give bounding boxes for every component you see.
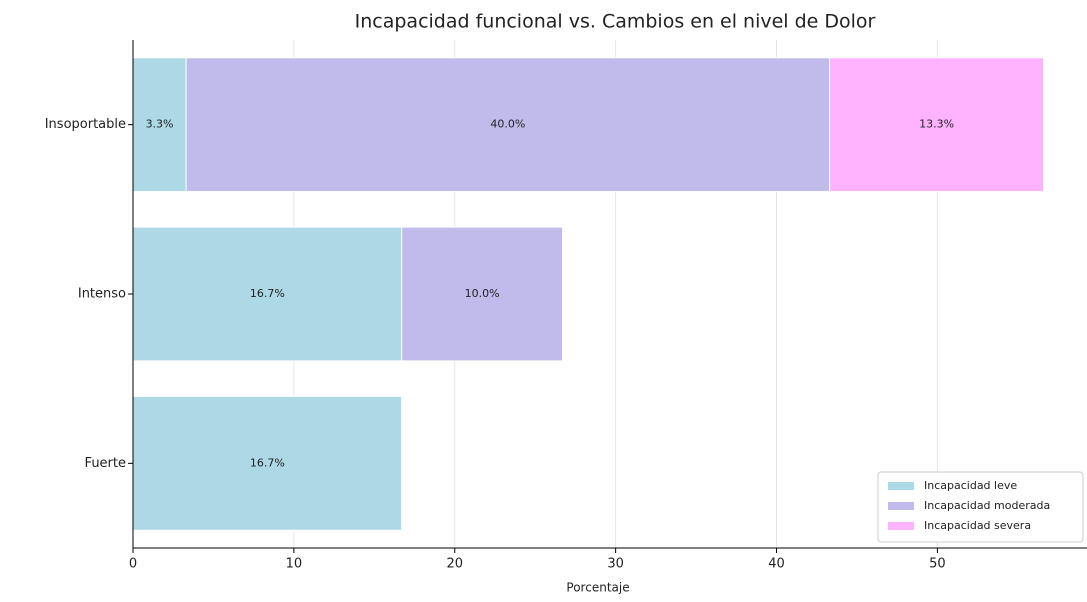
data-label: 3.3% <box>146 118 174 131</box>
x-tick-label: 10 <box>286 557 303 572</box>
x-tick-label: 20 <box>446 557 463 572</box>
data-label: 16.7% <box>250 287 285 300</box>
bar-segment <box>185 57 831 193</box>
legend-box <box>877 471 1084 543</box>
bar-segment <box>829 57 1045 193</box>
data-label: 16.7% <box>250 456 285 469</box>
bar-segment <box>132 395 403 531</box>
legend-swatch <box>888 482 914 490</box>
legend-swatch <box>888 502 914 510</box>
x-tick-label: 50 <box>929 557 946 572</box>
legend-swatch <box>888 522 914 530</box>
x-tick-label: 30 <box>607 557 624 572</box>
x-tick-label: 0 <box>129 557 137 572</box>
legend-label: Incapacidad moderada <box>924 499 1050 512</box>
legend-label: Incapacidad severa <box>924 519 1031 532</box>
bar-segment <box>132 57 187 193</box>
data-label: 10.0% <box>465 287 500 300</box>
data-label: 40.0% <box>490 118 525 131</box>
bar-segment <box>401 226 564 362</box>
y-tick-label: Fuerte <box>85 456 126 471</box>
y-tick-label: Insoportable <box>45 117 126 132</box>
legend-label: Incapacidad leve <box>924 479 1017 492</box>
x-tick-label: 40 <box>768 557 785 572</box>
x-axis-label: Porcentaje <box>566 581 629 595</box>
y-tick-label: Intenso <box>78 287 126 302</box>
chart-title: Incapacidad funcional vs. Cambios en el … <box>355 11 876 33</box>
data-label: 13.3% <box>919 118 954 131</box>
